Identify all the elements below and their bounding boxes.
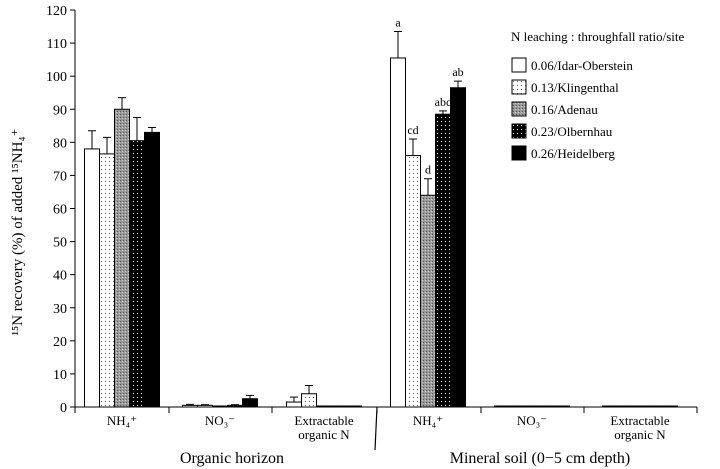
y-axis: 0 10 20 30 40 50 60 70 80 90 100 110 120 [46, 4, 76, 416]
category-label: NO₃⁻ [205, 413, 235, 428]
bar [647, 405, 663, 408]
y-tick-label: 60 [53, 203, 67, 218]
legend-swatch [511, 145, 527, 161]
bar [286, 401, 302, 408]
y-tick-label: 80 [53, 136, 67, 151]
legend-swatch [511, 79, 527, 95]
bar [99, 153, 115, 408]
category-label: NH₄⁺ [413, 413, 443, 428]
bars: a cd d abc ab [84, 16, 678, 408]
bar [197, 404, 213, 408]
bar [212, 405, 228, 408]
bar [129, 140, 145, 408]
y-tick-label: 70 [53, 169, 67, 184]
bar [602, 405, 618, 408]
legend-swatch [511, 101, 527, 117]
y-tick-label: 20 [53, 335, 67, 350]
bar [524, 405, 540, 408]
group-label-mineral: Mineral soil (0−5 cm depth) [450, 450, 631, 467]
bar [632, 405, 648, 408]
y-tick-label: 90 [53, 103, 67, 118]
bar [405, 155, 421, 408]
bar [316, 405, 332, 408]
y-tick-label: 40 [53, 269, 67, 284]
y-tick-label: 50 [53, 236, 67, 251]
y-axis-label: ¹⁵N recovery (%) of added ¹⁵NH₄⁺ [10, 128, 26, 335]
bar [301, 393, 317, 408]
x-axis [74, 406, 698, 451]
bar [114, 108, 130, 408]
legend-swatch [511, 123, 527, 139]
bar [509, 405, 525, 408]
legend-entry: 0.23/Olbernhau [531, 124, 613, 139]
bar [331, 405, 347, 408]
bar [662, 405, 678, 408]
significance-label: abc [435, 95, 452, 109]
y-tick-label: 30 [53, 302, 67, 317]
bar [390, 57, 406, 408]
bar [617, 405, 633, 408]
bar [144, 131, 160, 408]
bar [84, 148, 100, 408]
legend-entry: 0.16/Adenau [531, 102, 598, 117]
bar [539, 405, 555, 408]
legend-entry: 0.13/Klingenthal [531, 80, 619, 95]
category-label: organic N [614, 427, 666, 442]
bar [346, 405, 362, 408]
bar [435, 113, 451, 408]
significance-label: ab [452, 65, 463, 79]
legend-swatch [511, 57, 527, 73]
category-label: Extractable [610, 413, 669, 428]
y-tick-label: 110 [47, 37, 67, 52]
bar [227, 404, 243, 408]
legend-entry: 0.26/Heidelberg [531, 146, 615, 161]
group-divider [374, 406, 378, 451]
bar [242, 398, 258, 408]
bar [494, 405, 510, 408]
category-label: NO₃⁻ [517, 413, 547, 428]
legend-title: N leaching : throughfall ratio/site [511, 29, 685, 44]
legend: N leaching : throughfall ratio/site 0.06… [511, 29, 685, 161]
bar [554, 405, 570, 408]
y-tick-label: 0 [60, 401, 67, 416]
bar [420, 194, 436, 408]
y-tick-label: 10 [53, 368, 67, 383]
y-tick-label: 120 [46, 4, 67, 19]
significance-label: cd [407, 123, 418, 137]
legend-entry: 0.06/Idar-Oberstein [531, 58, 633, 73]
bar [182, 404, 198, 408]
group-label-organic: Organic horizon [180, 450, 284, 467]
category-label: NH₄⁺ [107, 413, 137, 428]
bar [450, 87, 466, 408]
category-label: Extractable [294, 413, 353, 428]
significance-label: a [395, 16, 401, 30]
category-label: organic N [298, 427, 350, 442]
significance-label: d [425, 163, 431, 177]
y-tick-label: 100 [46, 70, 67, 85]
